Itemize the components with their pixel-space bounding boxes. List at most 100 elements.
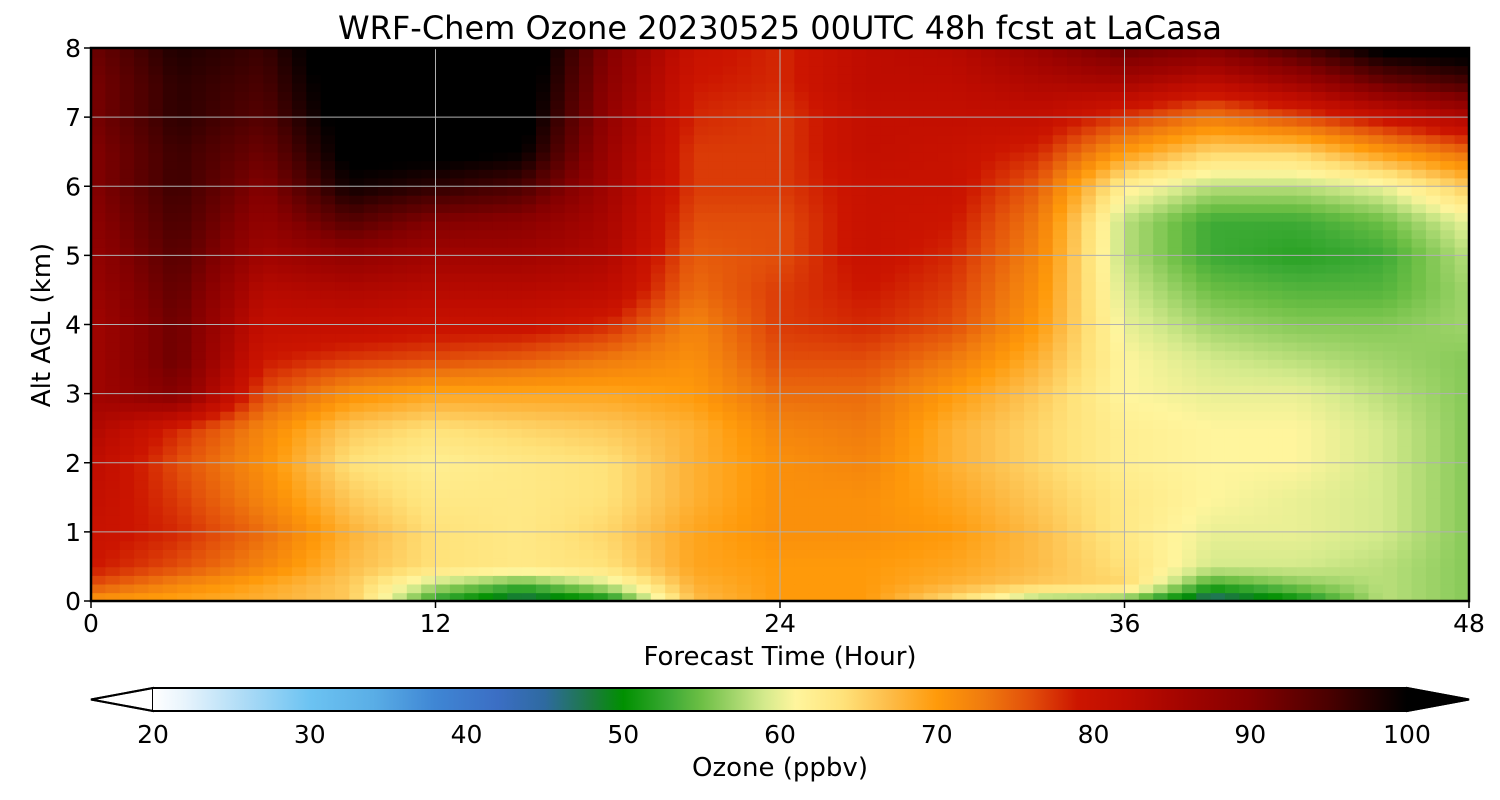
heatmap-cell bbox=[521, 575, 537, 585]
heatmap-cell bbox=[751, 384, 767, 395]
heatmap-cell bbox=[1354, 186, 1370, 196]
heatmap-cell bbox=[837, 255, 853, 265]
heatmap-cell bbox=[335, 471, 351, 481]
heatmap-cell bbox=[435, 592, 451, 601]
heatmap-cell bbox=[765, 220, 781, 231]
heatmap-cell bbox=[1052, 281, 1068, 291]
heatmap-cell bbox=[909, 212, 925, 222]
heatmap-cell bbox=[923, 402, 939, 412]
heatmap-cell bbox=[665, 592, 681, 601]
heatmap-cell bbox=[1354, 168, 1370, 179]
heatmap-cell bbox=[909, 471, 925, 481]
heatmap-cell bbox=[937, 402, 954, 412]
heatmap-cell bbox=[1397, 333, 1413, 343]
heatmap-cell bbox=[622, 480, 638, 490]
heatmap-cell bbox=[593, 238, 609, 248]
heatmap-cell bbox=[1354, 497, 1370, 507]
heatmap-cell bbox=[894, 186, 910, 196]
heatmap-cell bbox=[1425, 324, 1442, 334]
heatmap-cell bbox=[421, 445, 437, 455]
heatmap-cell bbox=[392, 324, 408, 334]
heatmap-cell bbox=[579, 393, 595, 404]
heatmap-cell bbox=[851, 255, 867, 265]
heatmap-cell bbox=[1210, 359, 1226, 369]
heatmap-cell bbox=[1382, 488, 1399, 499]
heatmap-cell bbox=[995, 436, 1011, 447]
heatmap-cell bbox=[492, 151, 509, 162]
heatmap-cell bbox=[1425, 194, 1442, 205]
heatmap-cell bbox=[349, 480, 365, 490]
heatmap-cell bbox=[909, 359, 925, 369]
heatmap-cell bbox=[392, 212, 408, 222]
heatmap-cell bbox=[478, 177, 494, 188]
heatmap-cell bbox=[693, 168, 710, 179]
heatmap-cell bbox=[220, 462, 236, 473]
heatmap-cell bbox=[1081, 264, 1097, 274]
heatmap-cell bbox=[622, 194, 638, 205]
heatmap-cell bbox=[1095, 194, 1111, 205]
heatmap-cell bbox=[837, 523, 853, 533]
heatmap-cell bbox=[808, 428, 824, 438]
heatmap-cell bbox=[263, 212, 279, 222]
heatmap-cell bbox=[162, 566, 178, 576]
heatmap-cell bbox=[521, 272, 537, 283]
heatmap-cell bbox=[234, 246, 250, 257]
heatmap-cell bbox=[751, 186, 767, 196]
heatmap-cell bbox=[435, 246, 451, 257]
heatmap-cell bbox=[1009, 315, 1025, 326]
heatmap-cell bbox=[148, 497, 164, 507]
heatmap-cell bbox=[636, 592, 652, 601]
heatmap-cell bbox=[1454, 220, 1469, 231]
heatmap-cell bbox=[1009, 454, 1025, 464]
heatmap-cell bbox=[119, 341, 135, 352]
heatmap-cell bbox=[780, 419, 796, 429]
heatmap-cell bbox=[449, 436, 465, 447]
heatmap-cell bbox=[1138, 445, 1154, 455]
heatmap-cell bbox=[837, 393, 853, 404]
heatmap-cell bbox=[1239, 350, 1255, 360]
heatmap-cell bbox=[134, 229, 150, 239]
heatmap-cell bbox=[435, 289, 451, 300]
heatmap-cell bbox=[1138, 151, 1154, 162]
heatmap-cell bbox=[866, 307, 882, 317]
heatmap-cell bbox=[105, 341, 121, 352]
heatmap-cell bbox=[1153, 246, 1169, 257]
heatmap-cell bbox=[263, 246, 279, 257]
heatmap-cell bbox=[1081, 523, 1097, 533]
heatmap-cell bbox=[162, 212, 178, 222]
heatmap-cell bbox=[1282, 549, 1298, 559]
heatmap-cell bbox=[220, 428, 236, 438]
heatmap-cell bbox=[1081, 480, 1097, 490]
heatmap-cell bbox=[1153, 393, 1169, 404]
heatmap-cell bbox=[880, 272, 896, 283]
heatmap-cell bbox=[521, 583, 537, 594]
heatmap-cell bbox=[378, 246, 394, 257]
heatmap-cell bbox=[205, 367, 221, 378]
heatmap-cell bbox=[1325, 497, 1341, 507]
heatmap-cell bbox=[550, 462, 566, 473]
heatmap-cell bbox=[837, 583, 853, 594]
heatmap-cell bbox=[722, 428, 738, 438]
heatmap-cell bbox=[363, 307, 379, 317]
heatmap-cell bbox=[220, 220, 236, 231]
heatmap-cell bbox=[1425, 566, 1442, 576]
heatmap-cell bbox=[980, 505, 997, 516]
heatmap-cell bbox=[1067, 333, 1083, 343]
heatmap-cell bbox=[134, 454, 150, 464]
heatmap-cell bbox=[751, 203, 767, 213]
heatmap-cell bbox=[665, 255, 681, 265]
heatmap-cell bbox=[1253, 436, 1269, 447]
heatmap-cell bbox=[1268, 186, 1284, 196]
heatmap-cell bbox=[823, 566, 839, 576]
heatmap-cell bbox=[693, 549, 710, 559]
heatmap-cell bbox=[1253, 324, 1269, 334]
heatmap-cell bbox=[205, 462, 221, 473]
heatmap-cell bbox=[679, 238, 695, 248]
heatmap-cell bbox=[1325, 289, 1341, 300]
heatmap-cell bbox=[320, 350, 336, 360]
heatmap-cell bbox=[1296, 393, 1312, 404]
heatmap-cell bbox=[693, 419, 710, 429]
heatmap-cell bbox=[966, 445, 982, 455]
heatmap-cell bbox=[708, 350, 724, 360]
heatmap-cell bbox=[492, 168, 509, 179]
